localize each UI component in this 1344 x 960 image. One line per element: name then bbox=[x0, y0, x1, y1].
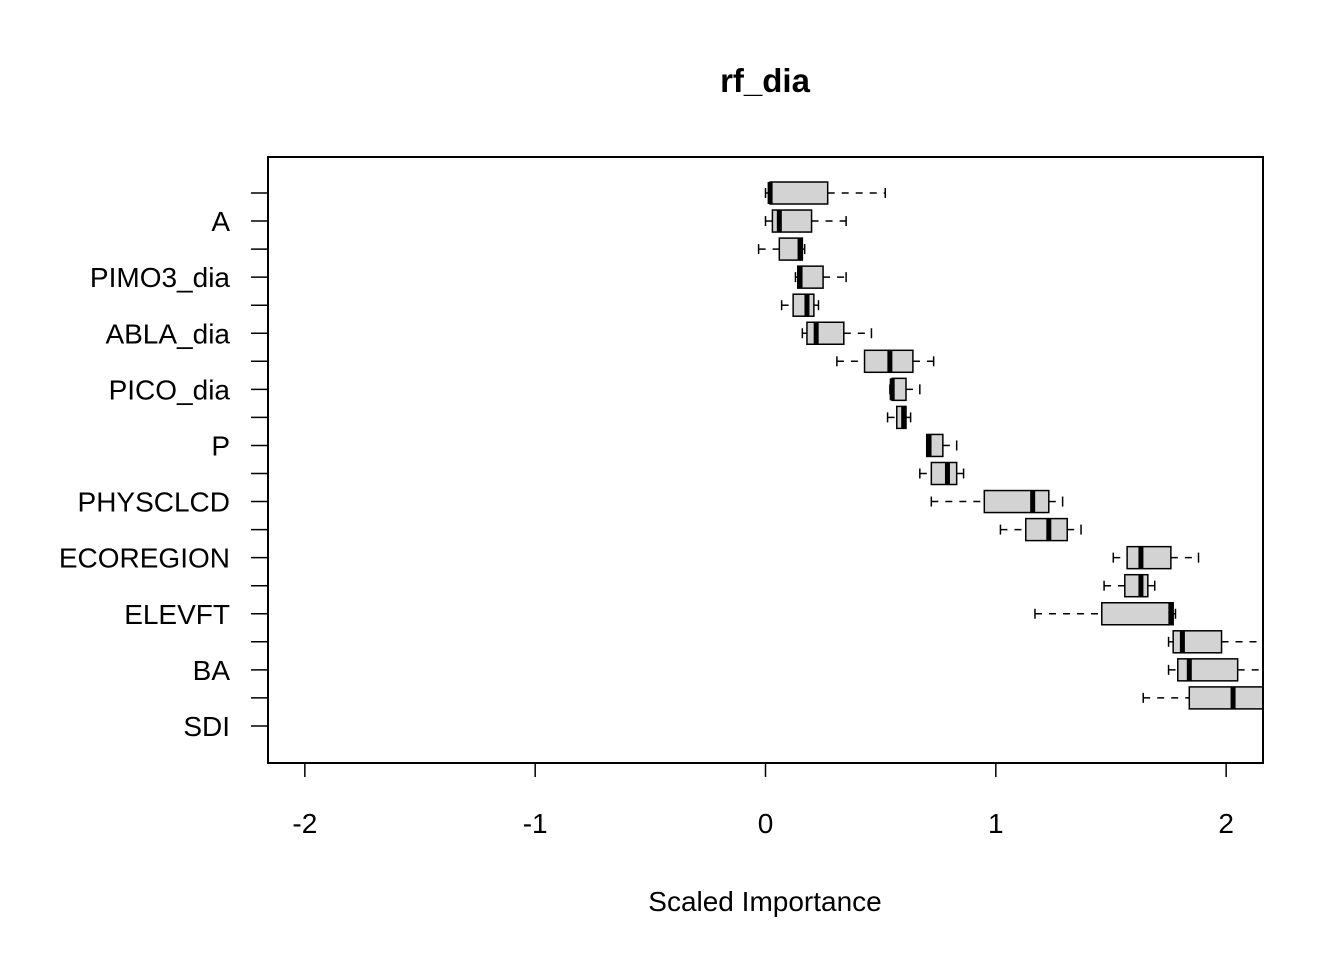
y-tick-label: PICO_dia bbox=[109, 374, 231, 405]
boxes-group bbox=[757, 181, 1263, 710]
y-tick-label: A bbox=[211, 206, 230, 237]
box-12 bbox=[999, 517, 1082, 542]
box-15 bbox=[1034, 602, 1177, 626]
box-rect bbox=[769, 181, 829, 205]
y-axis: A PIMO3_dia ABLA_dia PICO_dia P PHYSCLCD ECORE… bbox=[59, 192, 268, 742]
x-tick-label: 0 bbox=[758, 808, 774, 839]
y-tick-label: P bbox=[211, 430, 230, 461]
box-rect bbox=[1101, 602, 1174, 626]
box-rect bbox=[1172, 630, 1223, 654]
plot-frame bbox=[267, 156, 1264, 764]
box-rect bbox=[806, 321, 845, 345]
box-rect bbox=[1126, 545, 1172, 570]
box-17 bbox=[1167, 658, 1263, 682]
box-7 bbox=[889, 377, 921, 402]
box-2 bbox=[757, 237, 806, 261]
x-axis-label: Scaled Importance bbox=[648, 886, 881, 917]
y-tick-label: ECOREGION bbox=[59, 543, 230, 574]
y-tick-label: SDI bbox=[183, 711, 230, 742]
box-10 bbox=[919, 461, 965, 486]
box-rect bbox=[983, 489, 1050, 514]
box-rect bbox=[1124, 573, 1149, 598]
y-tick-label: PHYSCLCD bbox=[78, 487, 230, 518]
box-8 bbox=[886, 405, 912, 430]
x-tick-label: 2 bbox=[1218, 808, 1234, 839]
x-axis: -2 -1 0 1 2 bbox=[292, 762, 1234, 839]
box-0 bbox=[764, 181, 887, 205]
box-11 bbox=[930, 489, 1064, 514]
box-16 bbox=[1167, 630, 1263, 654]
box-13 bbox=[1112, 545, 1200, 570]
y-tick-label: ELEVFT bbox=[124, 599, 230, 630]
y-tick-label: PIMO3_dia bbox=[90, 262, 230, 293]
box-14 bbox=[1103, 573, 1156, 598]
boxes-layer bbox=[757, 181, 1263, 710]
y-tick-label: ABLA_dia bbox=[105, 318, 230, 349]
box-18 bbox=[1142, 686, 1263, 710]
x-tick-label: 1 bbox=[988, 808, 1004, 839]
box-rect bbox=[771, 209, 813, 233]
box-rect bbox=[1177, 658, 1239, 682]
x-tick-label: -2 bbox=[292, 808, 317, 839]
x-tick-label: -1 bbox=[523, 808, 548, 839]
box-6 bbox=[836, 349, 935, 374]
chart-title: rf_dia bbox=[720, 62, 811, 99]
box-rect bbox=[930, 461, 958, 486]
box-3 bbox=[794, 265, 847, 289]
box-rect bbox=[1188, 686, 1263, 710]
box-4 bbox=[780, 293, 820, 317]
box-1 bbox=[764, 209, 847, 233]
y-tick-label: BA bbox=[193, 655, 231, 686]
box-9 bbox=[925, 433, 958, 458]
box-5 bbox=[801, 321, 873, 345]
box-rect bbox=[792, 293, 815, 317]
